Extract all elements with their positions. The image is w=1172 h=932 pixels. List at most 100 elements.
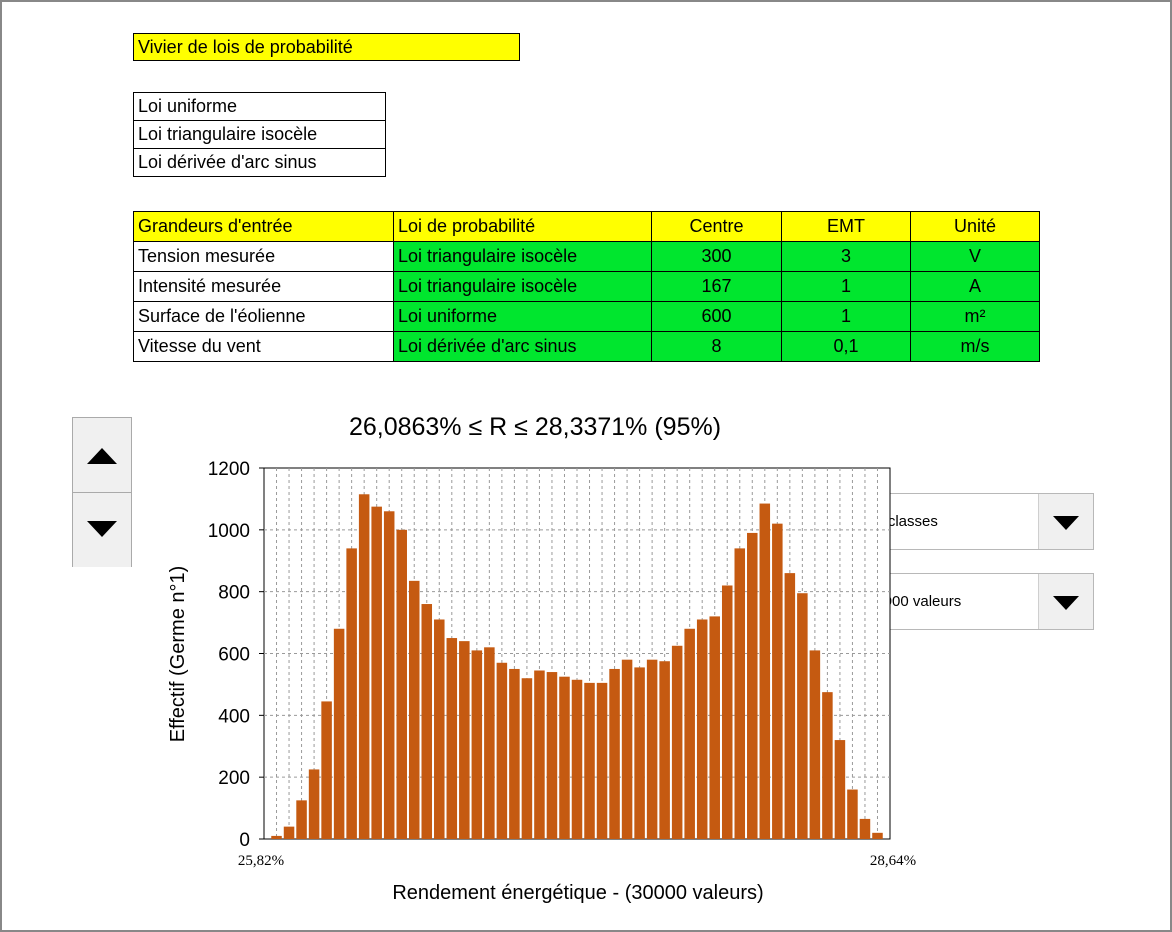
input-quantities-table: Grandeurs d'entrée Loi de probabilité Ce… — [133, 211, 1040, 362]
values-dropdown[interactable]: 30000 valeurs — [860, 573, 1094, 630]
histogram-bar — [646, 659, 658, 839]
table-row: Tension mesurée Loi triangulaire isocèle… — [133, 241, 1040, 272]
histogram-bar — [521, 678, 533, 839]
histogram-bar — [546, 672, 558, 839]
histogram-bar — [696, 619, 708, 839]
triangle-up-icon — [87, 448, 117, 464]
chart-title: 26,0863% ≤ R ≤ 28,3371% (95%) — [349, 413, 721, 441]
y-tick-label: 400 — [218, 706, 250, 727]
unit-cell[interactable]: V — [910, 241, 1040, 272]
law-cell[interactable]: Loi triangulaire isocèle — [393, 271, 652, 302]
histogram-bar — [734, 548, 746, 839]
x-axis-label: Rendement énergétique - (30000 valeurs) — [392, 882, 763, 904]
histogram-bar — [621, 659, 633, 839]
histogram-chart: 0 200 400 600 800 1000 1200 25,82% 28,64% 26,0863… — [167, 413, 916, 904]
histogram-bar — [772, 523, 783, 839]
histogram-bar — [721, 585, 733, 839]
histogram-bar — [671, 645, 683, 839]
emt-cell[interactable]: 0,1 — [781, 331, 911, 362]
histogram-bar — [534, 670, 545, 839]
emt-cell[interactable]: 1 — [781, 301, 911, 332]
histogram-bar — [784, 573, 796, 839]
histogram-bar — [809, 650, 821, 839]
histogram-bar — [872, 832, 883, 839]
centre-cell[interactable]: 167 — [651, 271, 782, 302]
centre-cell[interactable]: 300 — [651, 241, 782, 272]
histogram-bar — [271, 835, 282, 839]
law-list-item[interactable]: Loi uniforme — [133, 92, 386, 121]
y-tick-label: 200 — [218, 768, 250, 789]
classes-dropdown[interactable]: 50 classes — [860, 493, 1094, 550]
chevron-down-icon — [1053, 596, 1079, 610]
histogram-bar — [371, 506, 382, 839]
histogram-bar — [296, 800, 307, 839]
histogram-bar — [346, 548, 357, 839]
histogram-bar — [822, 692, 833, 839]
table-header-row: Grandeurs d'entrée Loi de probabilité Ce… — [133, 211, 1040, 242]
classes-dropdown-button[interactable] — [1038, 494, 1093, 549]
column-header: Unité — [910, 211, 1040, 242]
law-cell[interactable]: Loi dérivée d'arc sinus — [393, 331, 652, 362]
table-row: Intensité mesurée Loi triangulaire isocè… — [133, 271, 1040, 302]
histogram-bar — [759, 503, 771, 839]
histogram-bar — [659, 661, 670, 839]
histogram-bar — [634, 667, 645, 839]
histogram-bar — [509, 668, 520, 839]
histogram-bar — [283, 826, 295, 839]
quantity-name[interactable]: Tension mesurée — [133, 241, 394, 272]
histogram-bar — [321, 701, 332, 839]
histogram-bar — [709, 616, 720, 839]
unit-cell[interactable]: m² — [910, 301, 1040, 332]
histogram-bar — [459, 641, 470, 839]
histogram-bar — [421, 604, 433, 839]
law-cell[interactable]: Loi uniforme — [393, 301, 652, 332]
histogram-bar — [584, 682, 595, 839]
histogram-bar — [471, 650, 483, 839]
histogram-bar — [559, 676, 570, 839]
histogram-bar — [847, 789, 858, 839]
histogram-bar — [333, 628, 345, 839]
histogram-bar — [571, 679, 583, 839]
emt-cell[interactable]: 3 — [781, 241, 911, 272]
y-tick-label: 600 — [218, 645, 250, 666]
triangle-down-icon — [87, 521, 117, 537]
histogram-bar — [596, 682, 608, 839]
seed-spinner — [72, 417, 132, 567]
quantity-name[interactable]: Intensité mesurée — [133, 271, 394, 302]
spin-down-button[interactable] — [73, 493, 131, 567]
unit-cell[interactable]: A — [910, 271, 1040, 302]
emt-cell[interactable]: 1 — [781, 271, 911, 302]
histogram-bar — [747, 532, 758, 839]
histogram-bar — [446, 638, 458, 839]
column-header: Centre — [651, 211, 782, 242]
law-list-item[interactable]: Loi dérivée d'arc sinus — [133, 148, 386, 177]
histogram-bar — [834, 740, 846, 839]
y-tick-label: 1200 — [208, 459, 250, 480]
centre-cell[interactable]: 600 — [651, 301, 782, 332]
law-list-item[interactable]: Loi triangulaire isocèle — [133, 120, 386, 149]
values-value: 30000 valeurs — [867, 593, 962, 610]
histogram-bar — [383, 511, 395, 839]
table-row: Surface de l'éolienne Loi uniforme 600 1… — [133, 301, 1040, 332]
unit-cell[interactable]: m/s — [910, 331, 1040, 362]
quantity-name[interactable]: Vitesse du vent — [133, 331, 394, 362]
histogram-bar — [859, 818, 871, 839]
spin-up-button[interactable] — [73, 418, 131, 493]
column-header: EMT — [781, 211, 911, 242]
law-cell[interactable]: Loi triangulaire isocèle — [393, 241, 652, 272]
centre-cell[interactable]: 8 — [651, 331, 782, 362]
y-tick-label: 800 — [218, 583, 250, 604]
y-axis-label: Effectif (Germe n°1) — [167, 566, 189, 743]
table-row: Vitesse du vent Loi dérivée d'arc sinus … — [133, 331, 1040, 362]
histogram-bar — [434, 619, 445, 839]
quantity-name[interactable]: Surface de l'éolienne — [133, 301, 394, 332]
law-list: Loi uniforme Loi triangulaire isocèle Lo… — [133, 92, 386, 177]
x-tick-label: 25,82% — [238, 853, 284, 869]
chevron-down-icon — [1053, 516, 1079, 530]
histogram-bar — [396, 529, 407, 839]
y-tick-label: 0 — [239, 830, 250, 851]
column-header: Loi de probabilité — [393, 211, 652, 242]
y-tick-label: 1000 — [208, 521, 250, 542]
histogram-bar — [496, 662, 508, 839]
values-dropdown-button[interactable] — [1038, 574, 1093, 629]
